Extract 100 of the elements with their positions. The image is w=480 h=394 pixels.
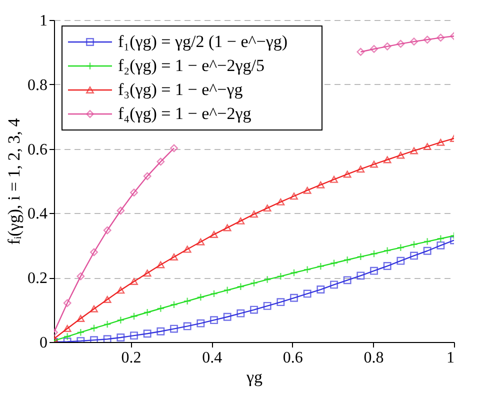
legend-label: f₄(γg) = 1 − e^−2γg (118, 104, 252, 123)
point (103, 296, 112, 303)
point (263, 276, 272, 284)
point (396, 152, 405, 159)
x-tick-label: 0.6 (282, 350, 303, 366)
point (156, 327, 165, 336)
point (143, 330, 152, 338)
point (63, 324, 72, 332)
point (436, 138, 445, 146)
point (436, 34, 445, 42)
point (303, 186, 312, 194)
point (316, 262, 325, 270)
point (236, 217, 245, 224)
y-tick-label: 0.2 (28, 270, 48, 288)
point (250, 306, 258, 314)
legend-label: f₃(γg) = 1 − e^−γg (118, 80, 244, 99)
point (223, 286, 232, 294)
point (410, 38, 418, 46)
point (250, 210, 258, 218)
point (210, 230, 218, 238)
point (423, 238, 432, 246)
point (303, 290, 312, 298)
point (343, 170, 352, 178)
point (143, 308, 152, 316)
y-tick-label: 0.4 (28, 206, 48, 223)
x-axis-title: γg (245, 368, 264, 386)
point (370, 160, 378, 168)
y-tick-label: 1 (40, 12, 48, 30)
point (396, 40, 405, 48)
x-tick-label: 1 (446, 350, 454, 366)
point (356, 166, 365, 173)
point (116, 316, 125, 324)
point (103, 226, 112, 234)
point (236, 309, 245, 318)
point (90, 336, 98, 342)
point (130, 312, 138, 320)
point (156, 261, 165, 268)
point (356, 252, 365, 261)
y-tick-label: 0.6 (28, 141, 48, 158)
point (76, 314, 85, 322)
point (330, 176, 338, 183)
point (156, 158, 165, 166)
point (330, 280, 338, 289)
point (183, 246, 192, 253)
point (143, 270, 152, 277)
point (90, 324, 98, 332)
point (210, 290, 218, 298)
x-tick-label: 0.2 (121, 350, 142, 366)
point (290, 294, 298, 302)
point (343, 256, 352, 264)
point (276, 198, 285, 206)
point (156, 304, 165, 312)
y-tick-label: 0.8 (28, 76, 48, 94)
point (410, 252, 418, 260)
point (63, 299, 72, 307)
point (196, 238, 205, 246)
point (116, 334, 125, 342)
point (370, 45, 378, 53)
point (210, 316, 218, 324)
point (116, 206, 125, 215)
point (183, 322, 192, 330)
point (76, 272, 85, 280)
point (330, 259, 338, 268)
point (170, 324, 178, 333)
point (90, 305, 98, 312)
point (116, 286, 125, 294)
point (103, 320, 112, 328)
point (290, 268, 298, 277)
point (343, 276, 352, 284)
x-tick-label: 0.4 (202, 350, 222, 366)
legend-label: f₂(γg) = 1 − e^−2γg/5 (118, 56, 264, 75)
point (170, 300, 178, 309)
point (196, 293, 205, 302)
x-tick-label: 0.8 (364, 350, 384, 366)
point (316, 181, 325, 188)
point (383, 246, 392, 255)
point (396, 256, 405, 265)
point (423, 36, 432, 44)
point (410, 240, 418, 248)
point (436, 241, 445, 250)
point (130, 278, 138, 285)
point (423, 246, 432, 255)
point (130, 332, 138, 340)
point (356, 48, 365, 56)
point (143, 172, 152, 180)
point (290, 192, 298, 200)
y-tick-label: 0 (40, 334, 48, 352)
point (356, 272, 365, 280)
point (316, 286, 325, 294)
point (370, 250, 378, 258)
point (276, 298, 285, 306)
point (383, 156, 392, 164)
point (263, 302, 272, 310)
point (63, 332, 72, 340)
point (423, 143, 432, 150)
y-axis-title: fᵢ(γg), i = 1, 2, 3, 4 (4, 118, 24, 245)
point (410, 147, 418, 154)
point (436, 234, 445, 243)
legend-label: f₁(γg) = γg/2 (1 − e^−γg) (118, 32, 288, 51)
point (276, 272, 285, 280)
